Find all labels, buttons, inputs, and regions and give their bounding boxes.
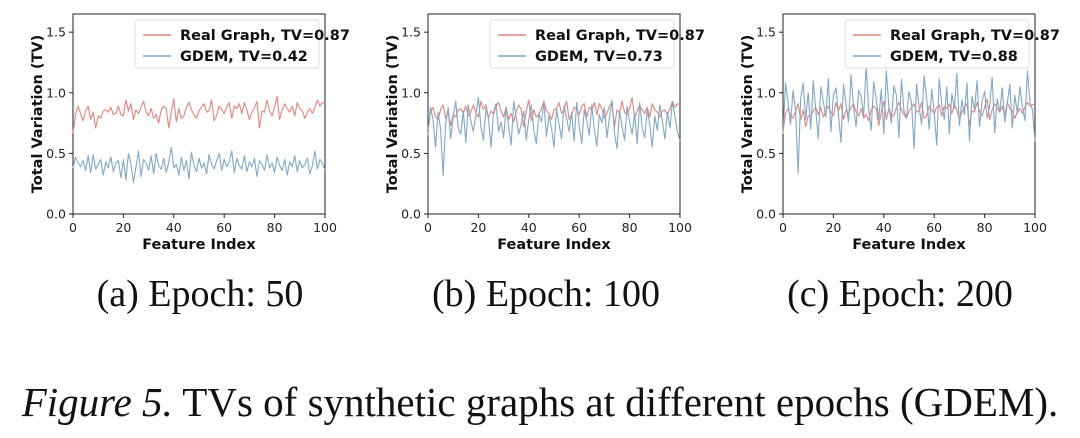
x-axis-label: Feature Index bbox=[852, 237, 966, 253]
y-axis-label: Total Variation (TV) bbox=[30, 35, 46, 193]
plot-frame bbox=[427, 13, 681, 215]
legend-label-gdem: GDEM, TV=0.73 bbox=[535, 49, 663, 65]
series-line-gdem bbox=[72, 146, 326, 184]
x-tick-label: 20 bbox=[115, 220, 131, 235]
x-tick-label: 60 bbox=[216, 220, 232, 235]
y-tick-label: 0.0 bbox=[756, 207, 776, 222]
legend-label-real-graph: Real Graph, TV=0.87 bbox=[890, 28, 1060, 44]
x-tick-label: 40 bbox=[876, 220, 892, 235]
chart-panel-b: 0.0 0.5 1.0 1.5 0 20 40 60 80 100 Feature Index Tot… bbox=[381, 4, 731, 254]
y-tick-label: 0.5 bbox=[401, 146, 421, 161]
legend-label-real-graph: Real Graph, TV=0.87 bbox=[180, 28, 350, 44]
x-tick-label: 0 bbox=[779, 220, 787, 235]
subcaption-c: (c) Epoch: 200 bbox=[787, 273, 1013, 315]
x-axis-label: Feature Index bbox=[497, 237, 611, 253]
legend-box bbox=[489, 19, 675, 69]
y-tick-label: 0.5 bbox=[46, 146, 66, 161]
subcaption-a: (a) Epoch: 50 bbox=[96, 273, 304, 315]
x-tick-label: 0 bbox=[424, 220, 432, 235]
subcaption-b: (b) Epoch: 100 bbox=[432, 273, 660, 315]
x-axis-label: Feature Index bbox=[142, 237, 256, 253]
chart-svg: 0.0 0.5 1.0 1.5 0 20 40 60 80 100 Feature Index Tot… bbox=[30, 13, 350, 253]
x-tick-label: 40 bbox=[166, 220, 182, 235]
y-axis-label: Total Variation (TV) bbox=[385, 35, 401, 193]
x-tick-label: 80 bbox=[622, 220, 638, 235]
chart-panel-a: 0.0 0.5 1.0 1.5 0 20 40 60 80 100 Feature Index Tot… bbox=[26, 4, 376, 254]
x-tick-label: 80 bbox=[267, 220, 283, 235]
figure-caption-text: TVs of synthetic graphs at different epo… bbox=[172, 379, 1059, 425]
y-axis-label: Total Variation (TV) bbox=[740, 35, 756, 193]
legend-label-gdem: GDEM, TV=0.42 bbox=[180, 49, 308, 65]
x-tick-label: 60 bbox=[926, 220, 942, 235]
y-tick-label: 1.5 bbox=[756, 25, 776, 40]
figure-caption: Figure 5. TVs of synthetic graphs at dif… bbox=[0, 378, 1080, 426]
x-tick-label: 80 bbox=[977, 220, 993, 235]
x-tick-label: 20 bbox=[825, 220, 841, 235]
chart-svg: 0.0 0.5 1.0 1.5 0 20 40 60 80 100 Feature Index Tot… bbox=[385, 13, 705, 253]
x-tick-label: 20 bbox=[470, 220, 486, 235]
x-tick-label: 40 bbox=[521, 220, 537, 235]
legend-label-real-graph: Real Graph, TV=0.87 bbox=[535, 28, 705, 44]
y-tick-label: 0.0 bbox=[46, 207, 66, 222]
y-tick-label: 0.5 bbox=[756, 146, 776, 161]
plot-frame bbox=[72, 13, 326, 215]
legend-box bbox=[844, 19, 1030, 69]
chart-panel-c: 0.0 0.5 1.0 1.5 0 20 40 60 80 100 Feature Index Tot… bbox=[736, 4, 1080, 254]
legend-label-gdem: GDEM, TV=0.88 bbox=[890, 49, 1018, 65]
series-line-gdem bbox=[427, 97, 681, 176]
series-line-gdem bbox=[782, 65, 1036, 174]
plot-frame bbox=[782, 13, 1036, 215]
figure-caption-label: Figure 5. bbox=[21, 379, 173, 425]
series-line-real-graph bbox=[72, 95, 326, 133]
chart-svg: 0.0 0.5 1.0 1.5 0 20 40 60 80 100 Feature Index Tot… bbox=[740, 13, 1060, 253]
x-tick-label: 100 bbox=[668, 220, 692, 235]
y-tick-label: 0.0 bbox=[401, 207, 421, 222]
legend-box bbox=[134, 19, 320, 69]
x-tick-label: 100 bbox=[313, 220, 337, 235]
y-tick-label: 1.5 bbox=[46, 25, 66, 40]
y-tick-label: 1.0 bbox=[46, 85, 66, 100]
y-tick-label: 1.0 bbox=[401, 85, 421, 100]
y-tick-label: 1.5 bbox=[401, 25, 421, 40]
y-tick-label: 1.0 bbox=[756, 85, 776, 100]
x-tick-label: 0 bbox=[69, 220, 77, 235]
x-tick-label: 60 bbox=[571, 220, 587, 235]
x-tick-label: 100 bbox=[1023, 220, 1047, 235]
